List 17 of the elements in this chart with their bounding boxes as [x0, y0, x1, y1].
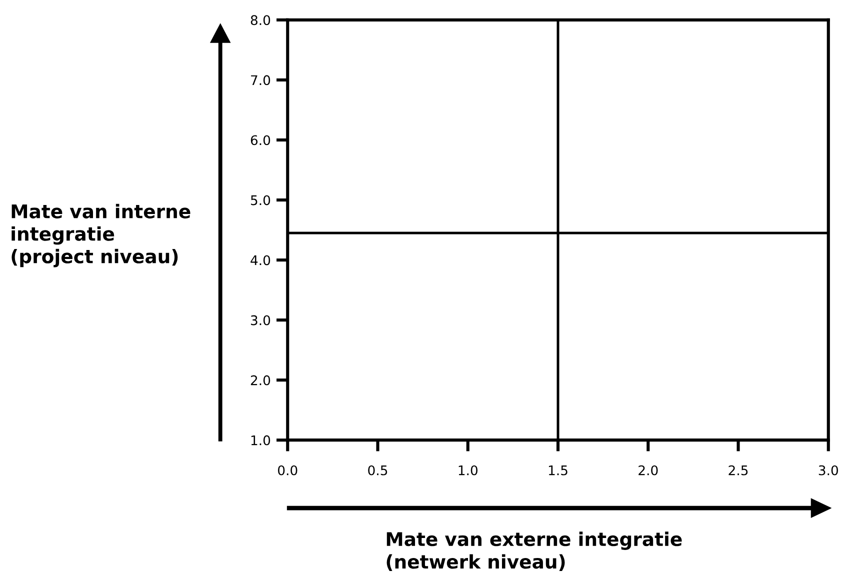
y-tick-label: 7.0: [251, 75, 270, 86]
y-tick-label: 6.0: [250, 135, 270, 146]
x-tick-label: 1.5: [548, 465, 568, 476]
x-tick-label: 3.0: [818, 465, 838, 476]
y-tick-label: 1.0: [251, 435, 270, 446]
y-tick-label: 4.0: [250, 255, 270, 266]
y-axis-title: Mate van interne integratie (project niveau): [12, 204, 190, 268]
x-tick-label: 2.0: [638, 465, 658, 476]
x-tick-label: 0.0: [278, 465, 298, 476]
x-tick-label: 1.0: [458, 465, 478, 476]
x-axis-title: Mate van externe integratie (netwerk niveau): [386, 532, 682, 571]
y-tick-label: 8.0: [250, 15, 270, 26]
y-tick-label: 2.0: [250, 375, 270, 386]
y-tick-label: 3.0: [250, 315, 270, 326]
y-tick-label: 5.0: [250, 195, 270, 206]
x-tick-label: 0.5: [368, 465, 388, 476]
x-tick-label: 2.5: [728, 465, 748, 476]
